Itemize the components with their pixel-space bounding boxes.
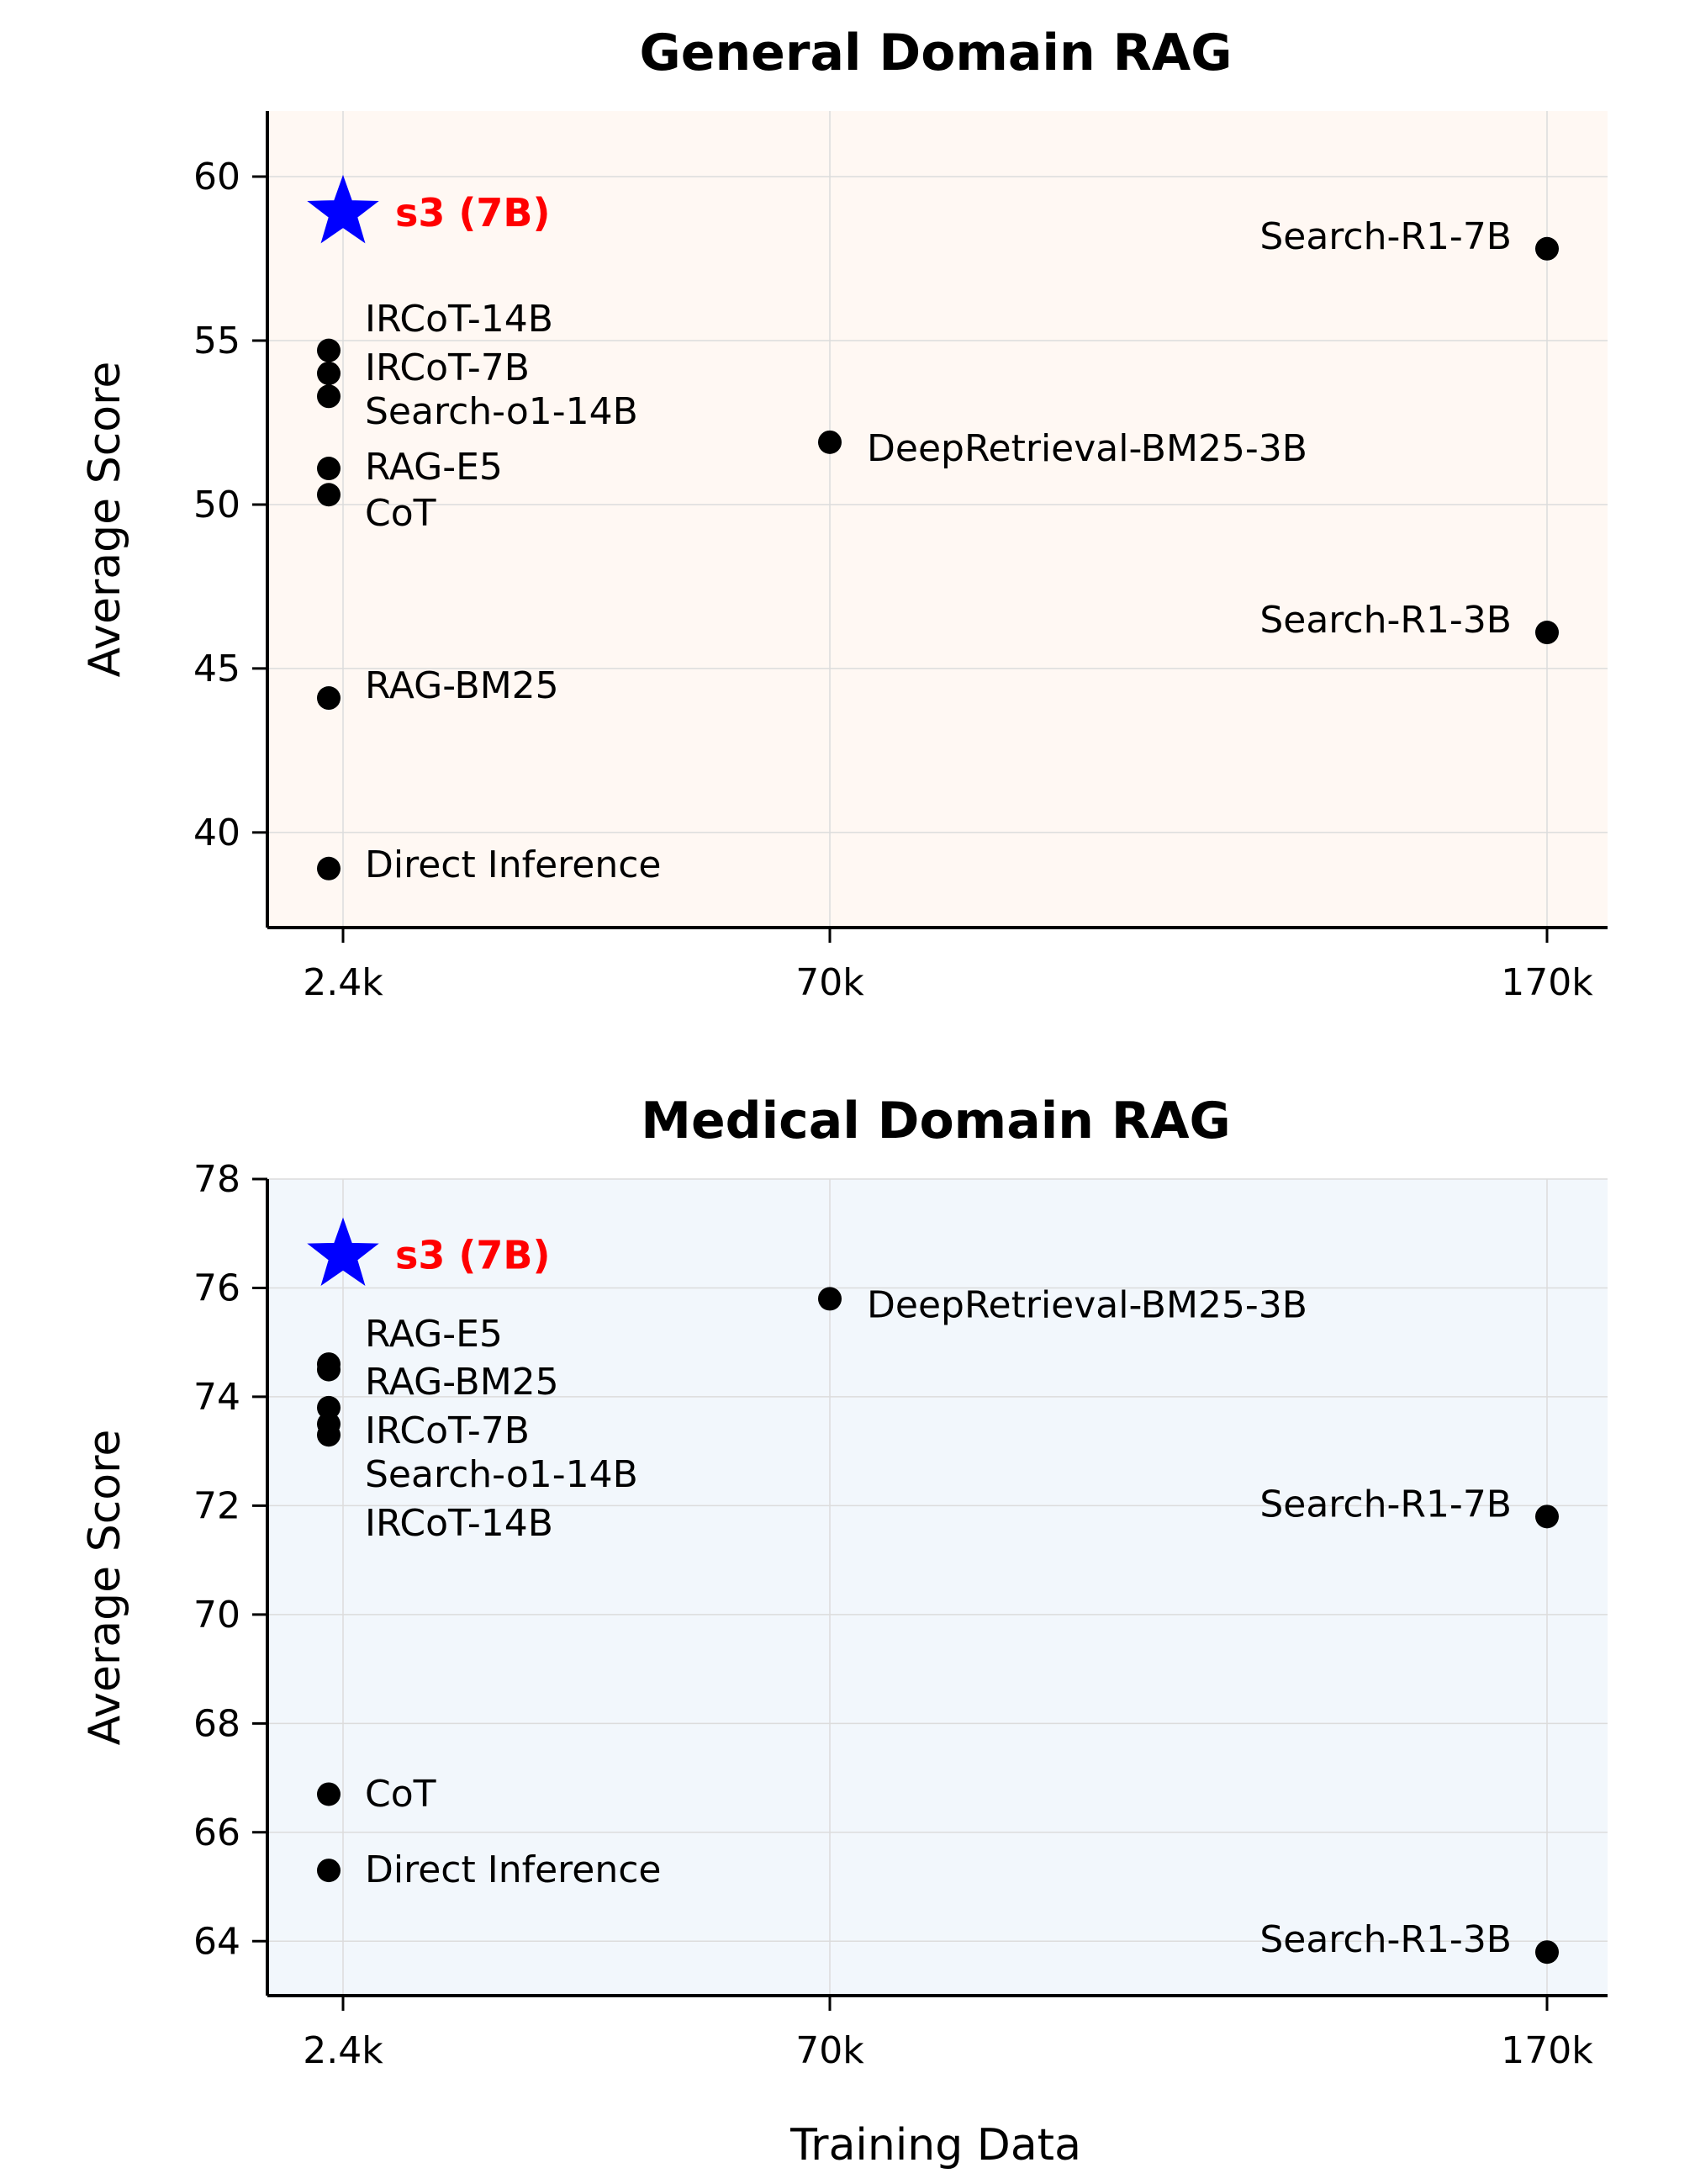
data-point <box>317 1395 341 1420</box>
highlight-star-marker <box>307 174 379 244</box>
point-label: Direct Inference <box>365 843 662 886</box>
y-tick-label: 40 <box>193 812 240 854</box>
highlight-label: s3 (7B) <box>395 1233 551 1278</box>
point-label: RAG-E5 <box>365 446 503 489</box>
y-tick-label: 50 <box>193 484 240 526</box>
x-axis-title: Training Data <box>789 2120 1081 2171</box>
y-tick-label: 72 <box>193 1484 240 1527</box>
data-point <box>317 384 341 409</box>
chart-panel-1: 64 66 68 70 72 74 76 78 2.4k 70k 170k Medical Domai… <box>80 1092 1608 2171</box>
data-point <box>317 856 341 880</box>
data-point <box>317 361 341 385</box>
highlight-label: s3 (7B) <box>395 190 551 235</box>
y-axis-title: Average Score <box>80 362 130 678</box>
data-point <box>1535 1504 1559 1529</box>
data-point <box>818 430 842 454</box>
point-label: DeepRetrieval-BM25-3B <box>867 427 1307 470</box>
point-label: IRCoT-14B <box>365 1502 553 1545</box>
data-point <box>317 338 341 362</box>
y-tick-label: 66 <box>193 1811 240 1854</box>
point-label: IRCoT-7B <box>365 1409 530 1452</box>
y-tick-label: 64 <box>193 1920 240 1963</box>
chart-panel-0: 40 45 50 55 60 2.4k 70k 170k General Domain RAG A… <box>80 24 1608 1004</box>
data-point <box>317 457 341 481</box>
point-label: Search-o1-14B <box>365 390 638 433</box>
data-point <box>1535 1940 1559 1965</box>
y-tick-label: 78 <box>193 1158 240 1201</box>
x-tick-label: 2.4k <box>303 2029 383 2072</box>
chart-title: General Domain RAG <box>640 24 1233 82</box>
data-point <box>317 1859 341 1883</box>
data-point <box>317 483 341 507</box>
y-tick-label: 70 <box>193 1594 240 1637</box>
point-label: RAG-BM25 <box>365 664 559 707</box>
point-label: Search-R1-3B <box>1259 599 1512 642</box>
point-label: RAG-BM25 <box>365 1361 559 1404</box>
plot-background <box>267 111 1608 928</box>
data-point <box>818 1287 842 1311</box>
point-label: Search-R1-3B <box>1259 1918 1512 1961</box>
y-tick-label: 60 <box>193 156 240 198</box>
chart-title: Medical Domain RAG <box>641 1092 1231 1150</box>
point-label: DeepRetrieval-BM25-3B <box>867 1283 1307 1326</box>
highlight-star-marker <box>307 1217 379 1287</box>
x-tick-label: 170k <box>1501 961 1593 1004</box>
data-point <box>1535 236 1559 261</box>
y-tick-label: 55 <box>193 320 240 362</box>
x-tick-label: 2.4k <box>303 961 383 1004</box>
y-tick-label: 76 <box>193 1267 240 1309</box>
point-label: IRCoT-7B <box>365 346 530 389</box>
x-tick-label: 70k <box>795 2029 864 2072</box>
y-tick-label: 74 <box>193 1376 240 1419</box>
point-label: Search-o1-14B <box>365 1453 638 1496</box>
data-point <box>317 1782 341 1806</box>
plot-background <box>267 1179 1608 1996</box>
point-label: IRCoT-14B <box>365 298 553 341</box>
point-label: Direct Inference <box>365 1848 662 1891</box>
x-tick-label: 170k <box>1501 2029 1593 2072</box>
data-point <box>317 686 341 711</box>
x-tick-label: 70k <box>795 961 864 1004</box>
point-label: CoT <box>365 492 436 535</box>
point-label: RAG-E5 <box>365 1313 503 1356</box>
point-label: CoT <box>365 1773 436 1816</box>
data-point <box>317 1423 341 1447</box>
y-tick-label: 45 <box>193 648 240 690</box>
y-tick-label: 68 <box>193 1702 240 1745</box>
y-axis-title: Average Score <box>80 1430 130 1746</box>
point-label: Search-R1-7B <box>1259 215 1512 258</box>
point-label: Search-R1-7B <box>1259 1483 1512 1526</box>
data-point <box>1535 621 1559 645</box>
data-point <box>317 1357 341 1382</box>
